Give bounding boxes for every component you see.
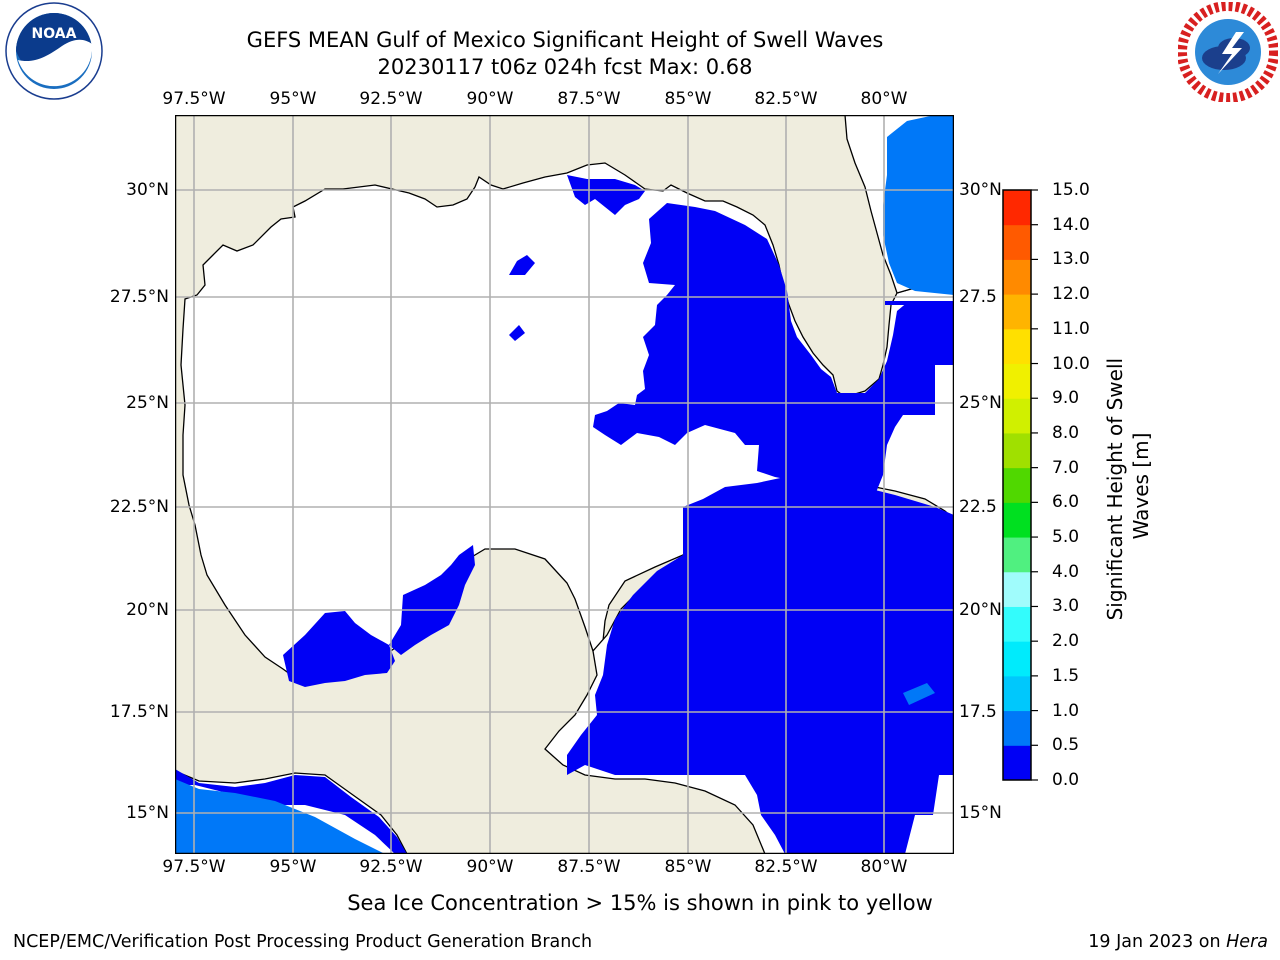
lat-tick-right: 25°N — [959, 393, 1002, 413]
colorbar-segment — [1003, 641, 1031, 677]
lat-tick-left: 22.5°N — [109, 497, 169, 517]
noaa-logo-text: NOAA — [32, 26, 77, 42]
colorbar-tick-label: 14.0 — [1052, 214, 1090, 235]
lon-tick-bottom: 87.5°W — [557, 857, 621, 877]
svg-text:Significant Height of Swell: Significant Height of Swell Waves [m] — [1103, 352, 1153, 621]
colorbar-tick-label: 0.5 — [1052, 735, 1080, 756]
colorbar-tick-label: 5.0 — [1052, 527, 1080, 548]
colorbar-tick-label: 12.0 — [1052, 284, 1090, 305]
colorbar-segment — [1003, 571, 1031, 607]
colorbar-segment — [1003, 294, 1031, 330]
lat-tick-right: 30°N — [959, 180, 1002, 200]
colorbar-segment — [1003, 675, 1031, 712]
colorbar-segment — [1003, 224, 1031, 260]
lat-tick-right: 17.5 — [959, 702, 997, 722]
colorbar-label-line1: Significant Height of Swell — [1103, 358, 1127, 620]
lat-tick-right: 20°N — [959, 600, 1002, 620]
swell-height-map — [175, 115, 954, 854]
footer-host: Hera — [1226, 932, 1268, 952]
lon-tick-top: 85°W — [664, 89, 712, 109]
colorbar-tick-label: 10.0 — [1052, 353, 1090, 374]
colorbar-segment — [1003, 398, 1031, 434]
lat-tick-left: 20°N — [126, 600, 169, 620]
lon-tick-bottom: 95°W — [269, 857, 317, 877]
lon-tick-top: 95°W — [269, 89, 317, 109]
colorbar-tick-label: 15.0 — [1052, 180, 1090, 200]
colorbar-tick-label: 9.0 — [1052, 388, 1080, 409]
colorbar-tick-label: 1.0 — [1052, 700, 1080, 721]
lat-tick-right: 15°N — [959, 803, 1002, 823]
lon-tick-bottom: 80°W — [860, 857, 908, 877]
lat-tick-left: 27.5°N — [109, 287, 169, 307]
lon-tick-top: 97.5°W — [162, 89, 226, 109]
lon-tick-top: 92.5°W — [359, 89, 423, 109]
lon-tick-top: 90°W — [466, 89, 514, 109]
lon-tick-bottom: 92.5°W — [359, 857, 423, 877]
colorbar-segment — [1003, 606, 1031, 642]
lon-tick-top: 87.5°W — [557, 89, 621, 109]
colorbar-segment — [1003, 537, 1031, 573]
lat-tick-left: 30°N — [126, 180, 169, 200]
colorbar-tick-label: 1.5 — [1052, 665, 1080, 686]
colorbar-tick-label: 2.0 — [1052, 631, 1080, 652]
map-subtitle: 20230117 t06z 024h fcst Max: 0.68 — [377, 55, 753, 79]
lat-tick-left: 15°N — [126, 803, 169, 823]
footer-date: 19 Jan 2023 on Hera — [1088, 932, 1268, 952]
colorbar-segment — [1003, 328, 1031, 365]
lon-tick-bottom: 97.5°W — [162, 857, 226, 877]
colorbar-tick-label: 4.0 — [1052, 561, 1080, 582]
colorbar-tick-label: 7.0 — [1052, 457, 1080, 478]
lon-tick-top: 82.5°W — [754, 89, 818, 109]
colorbar-segment — [1003, 467, 1031, 503]
colorbar-tick-label: 11.0 — [1052, 318, 1090, 339]
nws-logo — [1177, 1, 1279, 103]
swell-shading — [175, 175, 954, 854]
noaa-logo: NOAA — [4, 2, 104, 102]
map-frame — [175, 115, 954, 854]
colorbar-tick-label: 13.0 — [1052, 249, 1090, 270]
map-title: GEFS MEAN Gulf of Mexico Significant Hei… — [246, 28, 884, 52]
colorbar-segment — [1003, 502, 1031, 538]
colorbar-segment — [1003, 745, 1031, 781]
colorbar-segment — [1003, 432, 1031, 469]
colorbar-segment — [1003, 190, 1031, 226]
lat-tick-right: 27.5 — [959, 287, 997, 307]
map-gridlines — [175, 115, 954, 854]
colorbar-segment — [1003, 363, 1031, 399]
colorbar-segment — [1003, 710, 1031, 746]
lon-tick-bottom: 90°W — [466, 857, 514, 877]
colorbar-tick-label: 8.0 — [1052, 422, 1080, 443]
colorbar-tick-label: 3.0 — [1052, 596, 1080, 617]
colorbar-frame — [1002, 189, 1032, 781]
colorbar-segment — [1003, 259, 1031, 295]
colorbar-tick-label: 0.0 — [1052, 770, 1080, 790]
lat-tick-right: 22.5 — [959, 497, 997, 517]
lat-tick-left: 25°N — [126, 393, 169, 413]
lon-tick-bottom: 85°W — [664, 857, 712, 877]
lon-tick-top: 80°W — [860, 89, 908, 109]
colorbar-label: Significant Height of Swell Waves [m] — [1100, 336, 1160, 636]
lat-tick-left: 17.5°N — [109, 702, 169, 722]
colorbar — [1002, 188, 1048, 782]
lon-tick-bottom: 82.5°W — [754, 857, 818, 877]
colorbar-label-line2: Waves [m] — [1129, 433, 1153, 540]
swell-shading-light — [175, 115, 954, 854]
footer-credit: NCEP/EMC/Verification Post Processing Pr… — [13, 932, 593, 952]
footer-date-text: 19 Jan 2023 on — [1088, 932, 1227, 952]
sea-ice-note: Sea Ice Concentration > 15% is shown in … — [347, 891, 933, 915]
colorbar-tick-label: 6.0 — [1052, 492, 1080, 513]
